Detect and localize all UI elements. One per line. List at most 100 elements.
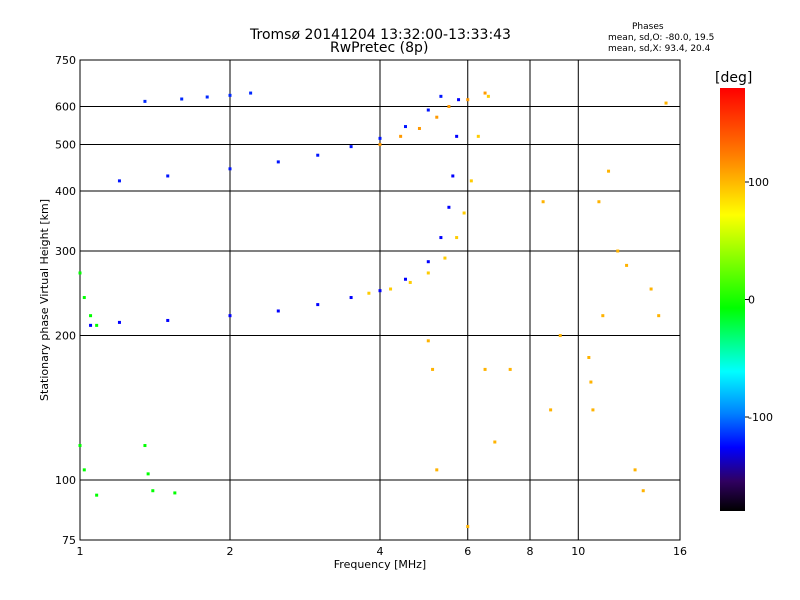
x-axis-label: Frequency [MHz] — [334, 558, 426, 571]
echo-point — [625, 263, 629, 267]
echo-point — [95, 323, 99, 327]
echo-point — [439, 94, 443, 98]
echo-point — [597, 200, 601, 204]
chart-title-line2: RwPretec (8p) — [330, 40, 429, 56]
y-tick-label: 500 — [55, 139, 76, 152]
echo-point — [447, 105, 451, 109]
colorbar-tick-label: 100 — [748, 176, 769, 189]
echo-point — [417, 126, 421, 130]
phase-stats-o: mean, sd,O: -80.0, 19.5 — [608, 33, 715, 43]
echo-point — [508, 367, 512, 371]
x-tick-label: 8 — [527, 545, 534, 558]
phase-stats-title: Phases — [632, 22, 664, 32]
echo-point — [462, 211, 466, 215]
echo-point — [78, 444, 82, 448]
echo-point — [367, 291, 371, 295]
echo-point — [466, 525, 470, 529]
echo-point — [378, 289, 382, 293]
echo-point — [549, 408, 553, 412]
echo-point — [601, 314, 605, 318]
echo-point — [166, 174, 170, 178]
colorbar-unit: [deg] — [715, 70, 753, 86]
echo-point — [408, 280, 412, 284]
echo-point — [587, 355, 591, 359]
echo-point — [228, 167, 232, 171]
echo-point — [455, 134, 459, 138]
echo-point — [435, 468, 439, 472]
echo-point — [476, 134, 480, 138]
echo-point — [493, 440, 497, 444]
echo-point — [228, 314, 232, 318]
x-tick-label: 1 — [77, 545, 84, 558]
plot-frame — [79, 59, 681, 541]
phase-stats-x: mean, sd,X: 93.4, 20.4 — [608, 44, 711, 54]
echo-point — [664, 101, 668, 105]
echo-point — [82, 296, 86, 300]
x-tick-label: 6 — [464, 545, 471, 558]
echo-point — [558, 334, 562, 338]
echo-point — [426, 108, 430, 112]
echo-point — [426, 339, 430, 343]
echo-point — [389, 287, 393, 291]
x-tick-label: 4 — [377, 545, 384, 558]
echo-point — [143, 444, 147, 448]
x-tick-label: 10 — [571, 545, 585, 558]
echo-point — [173, 491, 177, 495]
echo-point — [439, 236, 443, 240]
echo-point — [607, 169, 611, 173]
echo-point — [117, 179, 121, 183]
echo-point — [399, 134, 403, 138]
echo-point — [447, 205, 451, 209]
echo-point — [228, 93, 232, 97]
echo-point — [483, 91, 487, 95]
echo-point — [469, 179, 473, 183]
echo-point — [591, 408, 595, 412]
y-tick-label: 400 — [55, 185, 76, 198]
echo-point — [316, 153, 320, 157]
echo-point — [435, 115, 439, 119]
echo-point — [78, 271, 82, 275]
y-tick-label: 200 — [55, 330, 76, 343]
echo-point — [451, 174, 455, 178]
echo-point — [466, 98, 470, 102]
echo-point — [457, 98, 461, 102]
echo-point — [443, 256, 447, 260]
echo-point — [403, 125, 407, 129]
echo-point — [541, 200, 545, 204]
echo-point — [89, 323, 93, 327]
colorbar-tick-label: 0 — [748, 294, 755, 307]
echo-point — [589, 380, 593, 384]
echo-point — [180, 97, 184, 101]
echo-point — [276, 160, 280, 164]
y-tick-label: 600 — [55, 101, 76, 114]
echo-point — [95, 493, 99, 497]
echo-point — [403, 277, 407, 281]
colorbar-tick-label: -100 — [748, 411, 773, 424]
echo-point — [117, 320, 121, 324]
y-tick-label: 300 — [55, 245, 76, 258]
echo-point — [483, 367, 487, 371]
echo-point — [616, 249, 620, 253]
echo-point — [82, 468, 86, 472]
echo-point — [143, 99, 147, 103]
colorbar — [720, 88, 745, 511]
echo-point — [657, 314, 661, 318]
x-tick-label: 2 — [227, 545, 234, 558]
echo-point — [426, 271, 430, 275]
echo-point — [276, 309, 280, 313]
echo-point — [349, 145, 353, 149]
echo-point — [378, 136, 382, 140]
echo-point — [649, 287, 653, 291]
echo-point — [249, 91, 253, 95]
y-tick-label: 75 — [62, 534, 76, 547]
echo-point — [151, 489, 155, 493]
echo-point — [146, 472, 150, 476]
y-tick-label: 100 — [55, 474, 76, 487]
y-axis-label: Stationary phase Virtual Height [km] — [38, 199, 51, 401]
echo-point — [316, 303, 320, 307]
echo-point — [166, 318, 170, 322]
echo-point — [633, 468, 637, 472]
x-tick-label: 16 — [673, 545, 687, 558]
echo-point — [378, 143, 382, 147]
